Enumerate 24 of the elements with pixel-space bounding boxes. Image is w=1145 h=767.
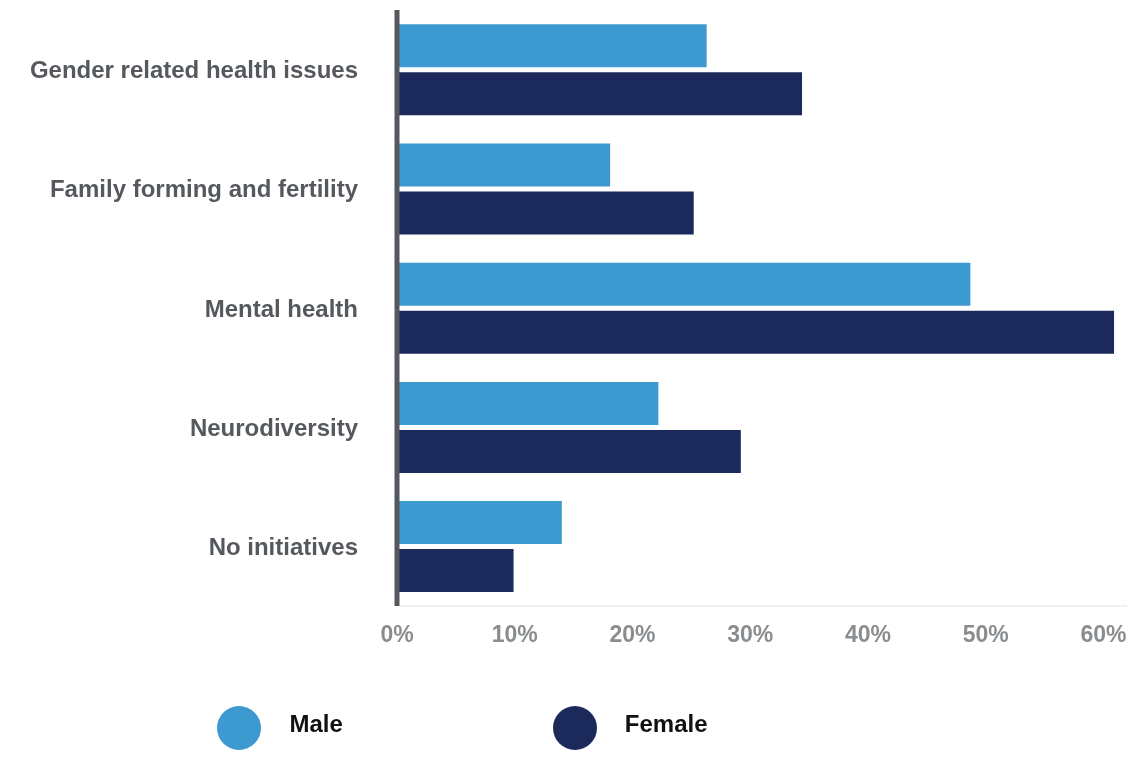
bar [397, 24, 707, 68]
legend-label: Female [624, 710, 708, 738]
x-tick-label: 40% [844, 621, 891, 648]
y-tick-label: Family forming and fertility [49, 175, 359, 203]
bar [397, 429, 741, 473]
x-tick-label: 0% [380, 621, 414, 648]
y-tick-label: Mental health [204, 294, 358, 322]
x-tick-label: 10% [491, 621, 538, 648]
bar [397, 381, 659, 425]
bar [397, 310, 1115, 354]
y-tick-label: Neurodiversity [189, 413, 359, 441]
x-tick-label: 50% [962, 621, 1009, 648]
x-tick-label: 20% [609, 621, 656, 648]
x-tick-label: 30% [727, 621, 774, 648]
bar [397, 262, 971, 306]
legend-label: Male [289, 710, 343, 738]
bar [397, 72, 803, 116]
bar [397, 549, 514, 593]
x-tick-label: 60% [1080, 621, 1127, 648]
y-tick-label: Gender related health issues [29, 56, 358, 84]
bar [397, 191, 694, 235]
y-tick-label: No initiatives [208, 532, 358, 560]
bar [397, 501, 562, 545]
bar [397, 143, 611, 187]
